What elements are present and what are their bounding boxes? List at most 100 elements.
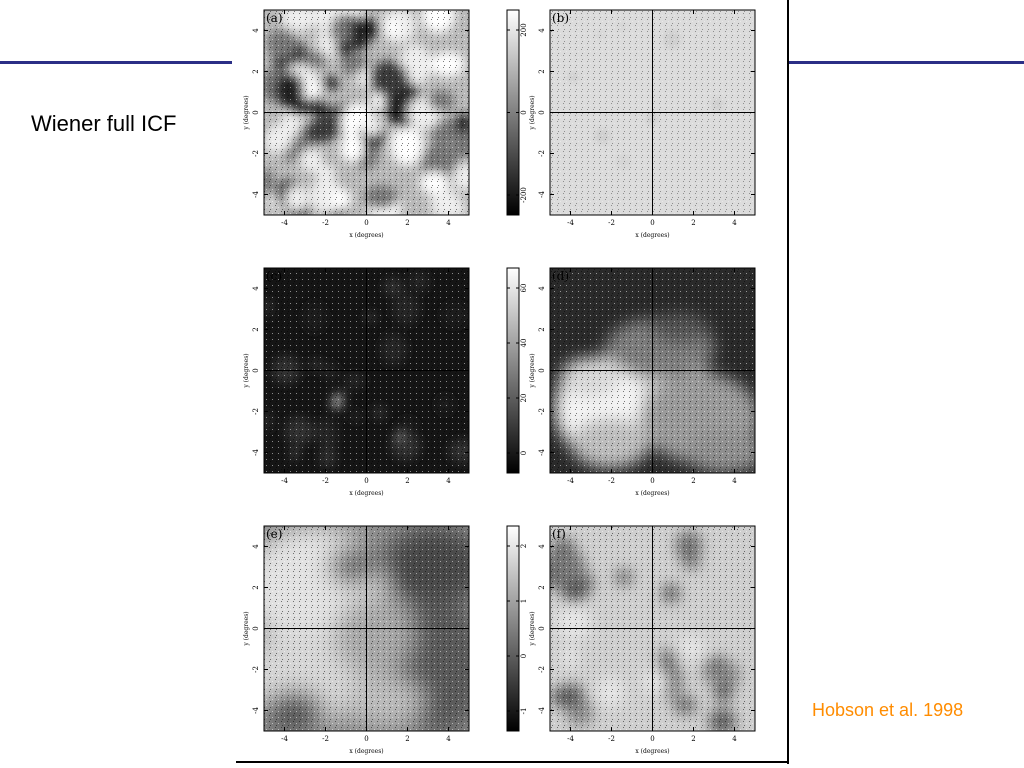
x-tick-label: 0 [650, 219, 654, 227]
header-rule-right [789, 61, 1024, 64]
panel-e: (e) -4 -2 0 2 4 4 2 0 -2 -4 x (degrees) y (degrees) 2… [243, 525, 528, 755]
y-tick-label: 2 [252, 585, 260, 589]
x-axis-label: x (degrees) [635, 748, 669, 755]
colorbar-tick-label: 0 [520, 654, 528, 658]
panel-a: (a) -4 -2 0 2 4 4 2 0 -2 -4 x (degrees) y (degrees) 2… [243, 9, 528, 239]
panel-label-d: (d) [552, 269, 569, 283]
colorbar-e [506, 525, 520, 732]
x-tick-label: 4 [732, 477, 737, 485]
colorbar-tick-label: 0 [520, 110, 528, 114]
x-tick-label: 2 [405, 735, 409, 743]
y-tick-label: 4 [252, 286, 260, 291]
y-axis-label: y (degrees) [529, 353, 536, 388]
y-tick-label: 0 [252, 368, 260, 372]
colorbar-c [506, 267, 520, 474]
x-tick-label: 4 [732, 735, 737, 743]
y-tick-label: 0 [252, 110, 260, 114]
x-tick-label: 0 [650, 477, 654, 485]
y-axis-label: y (degrees) [243, 95, 250, 130]
panel-label-c: (c) [266, 269, 282, 283]
x-tick-label: 0 [650, 735, 654, 743]
x-axis-label: x (degrees) [635, 490, 669, 497]
panel-label-e: (e) [266, 527, 282, 541]
x-tick-label: 0 [364, 219, 368, 227]
panel-label-a: (a) [266, 11, 283, 25]
y-tick-label: -2 [538, 666, 546, 673]
x-axis-label: x (degrees) [349, 490, 383, 497]
x-tick-label: 4 [732, 219, 737, 227]
colorbar-tick-label: -1 [520, 708, 528, 715]
colorbar-tick-label: 1 [520, 599, 528, 603]
y-tick-label: 0 [538, 626, 546, 630]
x-tick-label: 4 [446, 477, 451, 485]
x-tick-label: 2 [691, 735, 695, 743]
y-tick-label: -2 [538, 408, 546, 415]
panel-label-f: (f) [552, 527, 566, 541]
y-tick-label: 4 [538, 286, 546, 291]
x-tick-label: 2 [691, 477, 695, 485]
y-axis-label: y (degrees) [529, 611, 536, 646]
x-tick-label: -2 [322, 219, 329, 227]
colorbar-tick-label: 2 [520, 544, 528, 548]
y-tick-label: 2 [252, 69, 260, 73]
y-tick-label: -4 [252, 449, 260, 456]
x-tick-label: -4 [281, 735, 288, 743]
y-axis-label: y (degrees) [529, 95, 536, 130]
colorbar-tick-label: 0 [520, 451, 528, 455]
colorbar-tick-label: 40 [520, 339, 528, 348]
x-tick-label: 2 [691, 219, 695, 227]
y-tick-label: -4 [538, 707, 546, 714]
x-axis-label: x (degrees) [349, 748, 383, 755]
citation: Hobson et al. 1998 [812, 700, 964, 720]
y-tick-label: 2 [252, 327, 260, 331]
panel-label-b: (b) [552, 11, 569, 25]
y-tick-label: 4 [252, 544, 260, 549]
header-rule-left [0, 61, 232, 64]
slide-title: Wiener full ICF [31, 111, 177, 136]
y-tick-label: -4 [538, 191, 546, 198]
y-tick-label: 0 [538, 110, 546, 114]
y-tick-label: 2 [538, 585, 546, 589]
x-tick-label: 0 [364, 735, 368, 743]
x-tick-label: 4 [446, 735, 451, 743]
x-tick-label: 0 [364, 477, 368, 485]
figure-border-bottom [236, 761, 789, 763]
x-tick-label: -2 [608, 477, 615, 485]
x-tick-label: 2 [405, 219, 409, 227]
x-tick-label: -4 [281, 477, 288, 485]
x-tick-label: -2 [322, 735, 329, 743]
y-tick-label: 4 [538, 28, 546, 33]
x-tick-label: -4 [281, 219, 288, 227]
colorbar-tick-label: -200 [520, 187, 528, 203]
colorbar-tick-label: 200 [520, 23, 528, 36]
x-tick-label: -4 [567, 735, 574, 743]
x-axis-label: x (degrees) [635, 232, 669, 239]
y-tick-label: 2 [538, 69, 546, 73]
y-tick-label: 0 [252, 626, 260, 630]
x-tick-label: -2 [608, 735, 615, 743]
y-tick-label: -4 [252, 191, 260, 198]
colorbar-tick-label: 20 [520, 394, 528, 403]
x-tick-label: 4 [446, 219, 451, 227]
x-tick-label: -4 [567, 219, 574, 227]
colorbar-tick-label: 60 [520, 284, 528, 293]
x-tick-label: 2 [405, 477, 409, 485]
y-tick-label: -4 [252, 707, 260, 714]
y-tick-label: -4 [538, 449, 546, 456]
y-tick-label: -2 [252, 408, 260, 415]
figure-border-right [787, 0, 789, 764]
y-tick-label: 0 [538, 368, 546, 372]
y-axis-label: y (degrees) [243, 353, 250, 388]
y-tick-label: 4 [538, 544, 546, 549]
y-tick-label: 4 [252, 28, 260, 33]
x-axis-label: x (degrees) [349, 232, 383, 239]
y-tick-label: -2 [538, 150, 546, 157]
y-tick-label: -2 [252, 150, 260, 157]
y-tick-label: -2 [252, 666, 260, 673]
x-tick-label: -4 [567, 477, 574, 485]
